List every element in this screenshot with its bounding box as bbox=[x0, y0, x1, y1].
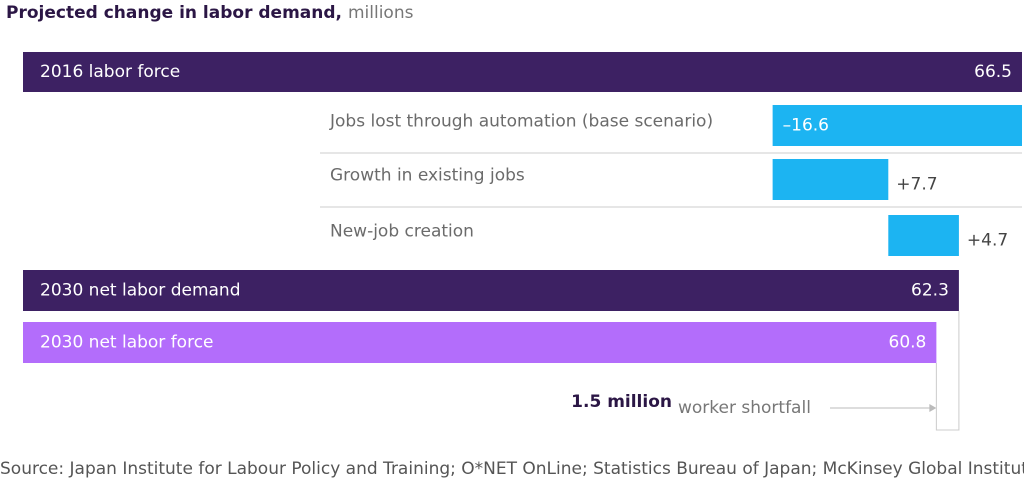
title: Projected change in labor demand, bbox=[6, 3, 342, 23]
bar bbox=[772, 159, 889, 200]
bar bbox=[23, 270, 959, 311]
bar bbox=[23, 322, 937, 363]
arrow-head bbox=[929, 404, 937, 412]
subtitle: millions bbox=[348, 3, 414, 23]
category-label: New-job creation bbox=[330, 222, 474, 242]
category-label: 2030 net labor demand bbox=[40, 281, 241, 301]
value-label: 60.8 bbox=[889, 333, 927, 353]
category-label: 2030 net labor force bbox=[40, 333, 214, 353]
bar bbox=[23, 52, 1022, 92]
chart-title: Projected change in labor demand, million… bbox=[6, 3, 414, 23]
shortfall-bracket bbox=[935, 311, 960, 431]
value-label: +7.7 bbox=[896, 175, 937, 195]
value-label: 62.3 bbox=[911, 281, 949, 301]
bar bbox=[772, 105, 1022, 146]
bar bbox=[888, 215, 959, 256]
category-label: Growth in existing jobs bbox=[330, 166, 525, 186]
annotation-text: worker shortfall bbox=[678, 398, 811, 418]
category-label: 2016 labor force bbox=[40, 62, 180, 82]
value-label: +4.7 bbox=[967, 231, 1008, 251]
annotation-value: 1.5 million bbox=[571, 392, 672, 412]
category-label: Jobs lost through automation (base scena… bbox=[329, 112, 713, 132]
value-label: –16.6 bbox=[783, 116, 829, 136]
value-label: 66.5 bbox=[974, 62, 1012, 82]
source: Source: Japan Institute for Labour Polic… bbox=[0, 459, 1024, 479]
